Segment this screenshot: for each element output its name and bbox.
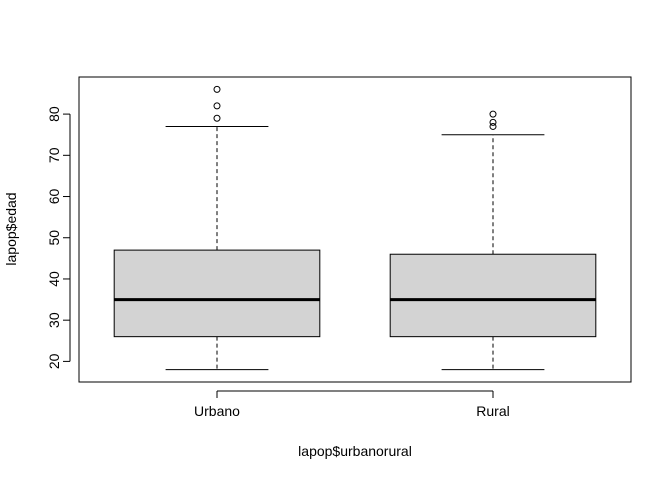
box-urbano (113, 85, 321, 371)
outlier-point (213, 102, 221, 110)
box-rural (389, 110, 597, 371)
outlier-point (489, 122, 497, 130)
y-tick-label: 80 (46, 106, 62, 122)
y-tick-label: 40 (46, 271, 62, 287)
y-tick-label: 30 (46, 312, 62, 328)
y-axis: 20 30 40 50 60 70 80 (46, 106, 71, 369)
y-axis-title: lapop$edad (3, 192, 19, 265)
y-tick-label: 70 (46, 147, 62, 163)
iqr-box (389, 253, 597, 338)
outlier-point (213, 114, 221, 122)
outlier-point (213, 85, 221, 93)
boxes (113, 85, 597, 371)
x-axis: Urbano Rural (194, 390, 510, 419)
y-tick-label: 60 (46, 189, 62, 205)
x-tick-label: Rural (476, 403, 509, 419)
y-tick-label: 50 (46, 230, 62, 246)
plot-frame (78, 76, 632, 383)
x-axis-title: lapop$urbanorural (298, 443, 412, 459)
outlier-point (489, 110, 497, 118)
x-tick-label: Urbano (194, 403, 240, 419)
y-tick-label: 20 (46, 353, 62, 369)
iqr-box (113, 249, 321, 338)
outlier-point (489, 118, 497, 126)
